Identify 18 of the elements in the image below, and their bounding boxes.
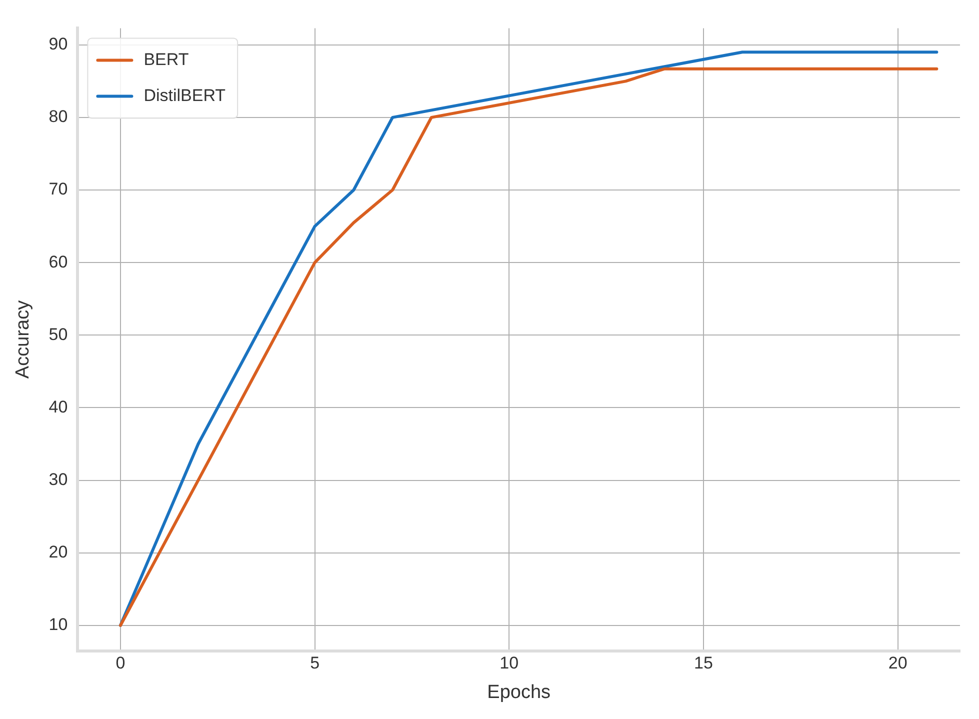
y-tick-label: 40 <box>48 397 68 416</box>
x-tick-label: 15 <box>694 654 713 673</box>
x-tick-label: 20 <box>888 654 908 673</box>
legend-label: BERT <box>144 50 189 69</box>
y-tick-label: 80 <box>48 107 68 126</box>
y-tick-label: 70 <box>48 180 68 199</box>
legend-label: DistilBERT <box>144 86 226 105</box>
y-tick-label: 20 <box>48 542 68 562</box>
x-tick-label: 0 <box>116 654 126 673</box>
y-tick-label: 30 <box>48 470 68 489</box>
y-tick-label: 50 <box>48 324 68 344</box>
x-axis-title: Epochs <box>487 682 551 703</box>
x-tick-label: 10 <box>500 654 519 673</box>
y-tick-label: 10 <box>48 615 68 634</box>
y-tick-label: 60 <box>48 252 68 272</box>
y-axis-title: Accuracy <box>12 300 34 379</box>
x-tick-label: 5 <box>310 654 320 673</box>
y-tick-label: 90 <box>48 34 68 54</box>
